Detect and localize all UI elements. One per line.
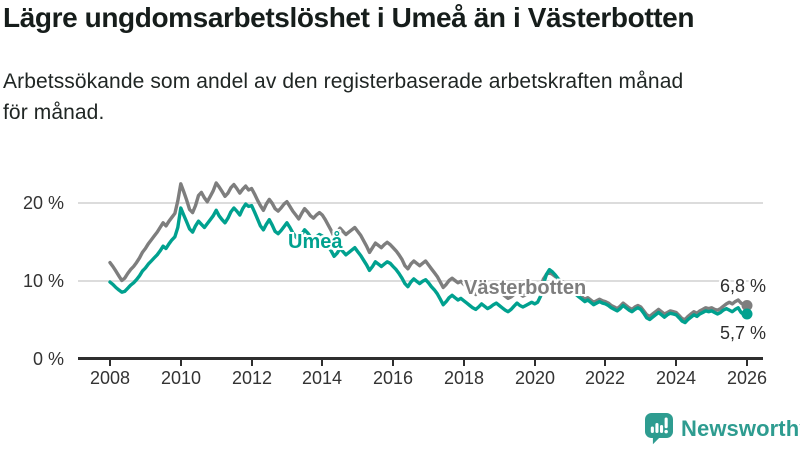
x-tick xyxy=(746,360,748,366)
x-tick xyxy=(321,360,324,366)
y-axis-label-10: 10 % xyxy=(22,271,64,291)
x-axis-label-2018: 2018 xyxy=(443,368,485,388)
x-axis-label-2012: 2012 xyxy=(231,368,273,388)
x-tick xyxy=(675,360,678,366)
end-value-label-umea: 5,7 % xyxy=(720,323,767,343)
x-axis-label-2008: 2008 xyxy=(89,368,131,388)
y-axis-label-20: 20 % xyxy=(22,193,64,213)
subtitle-line-2: för månad. xyxy=(3,101,105,124)
line-series-västerbotten xyxy=(108,181,749,322)
end-point-dot-umeå xyxy=(741,308,753,320)
x-axis-label-2020: 2020 xyxy=(514,368,556,388)
x-axis-label-2014: 2014 xyxy=(301,368,343,388)
x-axis-label-2016: 2016 xyxy=(372,368,414,388)
x-tick xyxy=(392,360,395,366)
x-tick xyxy=(604,360,607,366)
line-series-umeå xyxy=(108,202,749,325)
newsworthy-logo[interactable]: Newsworthy xyxy=(644,412,800,445)
x-tick xyxy=(462,360,465,366)
x-tick xyxy=(250,360,253,366)
x-axis-line xyxy=(78,357,763,360)
x-tick xyxy=(533,360,536,366)
x-axis-label-2022: 2022 xyxy=(584,368,626,388)
x-axis-label-2026: 2026 xyxy=(726,368,768,388)
series-label-vasterbotten: Västerbotten xyxy=(464,277,587,299)
x-axis-label-2024: 2024 xyxy=(655,368,697,388)
series-label-umea: Umeå xyxy=(288,231,343,253)
newsworthy-brand-name: Newsworthy xyxy=(681,415,800,441)
gridline-20pct xyxy=(78,202,763,204)
x-axis-label-2010: 2010 xyxy=(160,368,202,388)
end-point-dot-västerbotten xyxy=(741,300,753,311)
chart-subtitle: Arbetssökande som andel av den registerb… xyxy=(3,66,683,128)
subtitle-line-1: Arbetssökande som andel av den registerb… xyxy=(3,70,684,93)
x-tick xyxy=(109,360,111,366)
newsworthy-bar-chart-icon xyxy=(644,412,674,445)
end-value-label-vasterbotten: 6,8 % xyxy=(720,276,767,296)
y-axis-label-0: 0 % xyxy=(32,349,64,369)
x-tick xyxy=(179,360,182,366)
page-title: Lägre ungdomsarbetslöshet i Umeå än i Vä… xyxy=(3,2,695,33)
